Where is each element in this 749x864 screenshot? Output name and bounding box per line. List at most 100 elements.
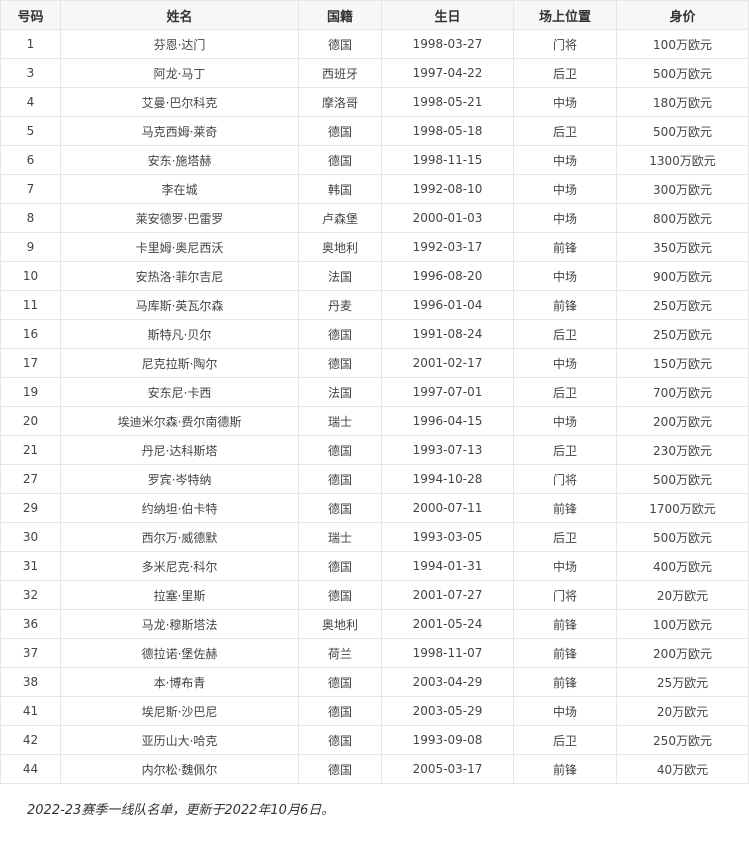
table-row: 17 尼克拉斯·陶尔 德国 2001-02-17 中场 150万欧元 — [0, 348, 749, 378]
cell-market-value: 200万欧元 — [616, 406, 749, 436]
cell-nationality: 瑞士 — [298, 522, 382, 552]
cell-name: 斯特凡·贝尔 — [60, 319, 299, 349]
cell-market-value: 400万欧元 — [616, 551, 749, 581]
cell-nationality: 德国 — [298, 667, 382, 697]
cell-number: 21 — [0, 435, 61, 465]
cell-number: 5 — [0, 116, 61, 146]
cell-nationality: 奥地利 — [298, 609, 382, 639]
cell-name: 李在城 — [60, 174, 299, 204]
cell-birthday: 1996-01-04 — [381, 290, 514, 320]
table-row: 11 马库斯·英瓦尔森 丹麦 1996-01-04 前锋 250万欧元 — [0, 290, 749, 320]
cell-birthday: 2001-02-17 — [381, 348, 514, 378]
cell-birthday: 2005-03-17 — [381, 754, 514, 784]
cell-position: 中场 — [513, 696, 617, 726]
table-row: 21 丹尼·达科斯塔 德国 1993-07-13 后卫 230万欧元 — [0, 435, 749, 465]
cell-nationality: 德国 — [298, 696, 382, 726]
cell-market-value: 800万欧元 — [616, 203, 749, 233]
cell-position: 门将 — [513, 29, 617, 59]
cell-position: 后卫 — [513, 377, 617, 407]
cell-position: 前锋 — [513, 754, 617, 784]
cell-number: 37 — [0, 638, 61, 668]
cell-nationality: 德国 — [298, 493, 382, 523]
table-row: 27 罗宾·岑特纳 德国 1994-10-28 门将 500万欧元 — [0, 464, 749, 494]
cell-number: 44 — [0, 754, 61, 784]
cell-name: 拉塞·里斯 — [60, 580, 299, 610]
cell-position: 后卫 — [513, 58, 617, 88]
cell-name: 西尔万·威德默 — [60, 522, 299, 552]
cell-position: 后卫 — [513, 522, 617, 552]
cell-nationality: 德国 — [298, 754, 382, 784]
cell-market-value: 180万欧元 — [616, 87, 749, 117]
cell-market-value: 20万欧元 — [616, 580, 749, 610]
cell-market-value: 25万欧元 — [616, 667, 749, 697]
cell-name: 马库斯·英瓦尔森 — [60, 290, 299, 320]
cell-birthday: 2000-07-11 — [381, 493, 514, 523]
cell-birthday: 1998-03-27 — [381, 29, 514, 59]
cell-name: 阿龙·马丁 — [60, 58, 299, 88]
cell-nationality: 丹麦 — [298, 290, 382, 320]
cell-market-value: 1700万欧元 — [616, 493, 749, 523]
table-row: 5 马克西姆·莱奇 德国 1998-05-18 后卫 500万欧元 — [0, 116, 749, 146]
table-row: 9 卡里姆·奥尼西沃 奥地利 1992-03-17 前锋 350万欧元 — [0, 232, 749, 262]
cell-birthday: 1994-01-31 — [381, 551, 514, 581]
cell-name: 丹尼·达科斯塔 — [60, 435, 299, 465]
header-market-value: 身价 — [616, 0, 749, 30]
cell-number: 19 — [0, 377, 61, 407]
cell-birthday: 1997-07-01 — [381, 377, 514, 407]
cell-market-value: 150万欧元 — [616, 348, 749, 378]
cell-birthday: 1998-05-21 — [381, 87, 514, 117]
cell-position: 中场 — [513, 406, 617, 436]
cell-number: 16 — [0, 319, 61, 349]
cell-nationality: 奥地利 — [298, 232, 382, 262]
table-row: 3 阿龙·马丁 西班牙 1997-04-22 后卫 500万欧元 — [0, 58, 749, 88]
cell-position: 前锋 — [513, 609, 617, 639]
cell-birthday: 1998-11-15 — [381, 145, 514, 175]
cell-position: 前锋 — [513, 290, 617, 320]
cell-number: 31 — [0, 551, 61, 581]
cell-number: 38 — [0, 667, 61, 697]
cell-name: 亚历山大·哈克 — [60, 725, 299, 755]
cell-position: 后卫 — [513, 319, 617, 349]
table-row: 30 西尔万·威德默 瑞士 1993-03-05 后卫 500万欧元 — [0, 522, 749, 552]
cell-market-value: 500万欧元 — [616, 522, 749, 552]
cell-position: 中场 — [513, 87, 617, 117]
cell-birthday: 2003-05-29 — [381, 696, 514, 726]
cell-nationality: 德国 — [298, 725, 382, 755]
cell-nationality: 法国 — [298, 377, 382, 407]
cell-birthday: 1994-10-28 — [381, 464, 514, 494]
table-row: 16 斯特凡·贝尔 德国 1991-08-24 后卫 250万欧元 — [0, 319, 749, 349]
cell-birthday: 1993-09-08 — [381, 725, 514, 755]
table-row: 41 埃尼斯·沙巴尼 德国 2003-05-29 中场 20万欧元 — [0, 696, 749, 726]
table-row: 6 安东·施塔赫 德国 1998-11-15 中场 1300万欧元 — [0, 145, 749, 175]
cell-number: 17 — [0, 348, 61, 378]
cell-position: 前锋 — [513, 493, 617, 523]
cell-nationality: 韩国 — [298, 174, 382, 204]
cell-birthday: 1992-08-10 — [381, 174, 514, 204]
table-header-row: 号码 姓名 国籍 生日 场上位置 身价 — [0, 0, 749, 30]
cell-number: 30 — [0, 522, 61, 552]
cell-market-value: 250万欧元 — [616, 725, 749, 755]
table-row: 42 亚历山大·哈克 德国 1993-09-08 后卫 250万欧元 — [0, 725, 749, 755]
cell-name: 卡里姆·奥尼西沃 — [60, 232, 299, 262]
table-row: 37 德拉诺·堡佐赫 荷兰 1998-11-07 前锋 200万欧元 — [0, 638, 749, 668]
table-row: 7 李在城 韩国 1992-08-10 中场 300万欧元 — [0, 174, 749, 204]
cell-market-value: 100万欧元 — [616, 29, 749, 59]
cell-birthday: 1993-07-13 — [381, 435, 514, 465]
cell-position: 中场 — [513, 551, 617, 581]
cell-nationality: 德国 — [298, 29, 382, 59]
cell-position: 后卫 — [513, 725, 617, 755]
table-row: 44 内尔松·魏佩尔 德国 2005-03-17 前锋 40万欧元 — [0, 754, 749, 784]
cell-nationality: 德国 — [298, 145, 382, 175]
cell-position: 前锋 — [513, 232, 617, 262]
table-row: 36 马龙·穆斯塔法 奥地利 2001-05-24 前锋 100万欧元 — [0, 609, 749, 639]
table-row: 32 拉塞·里斯 德国 2001-07-27 门将 20万欧元 — [0, 580, 749, 610]
cell-position: 后卫 — [513, 116, 617, 146]
cell-market-value: 700万欧元 — [616, 377, 749, 407]
cell-number: 7 — [0, 174, 61, 204]
header-number: 号码 — [0, 0, 61, 30]
cell-nationality: 瑞士 — [298, 406, 382, 436]
cell-nationality: 德国 — [298, 580, 382, 610]
cell-market-value: 100万欧元 — [616, 609, 749, 639]
cell-name: 芬恩·达门 — [60, 29, 299, 59]
cell-nationality: 摩洛哥 — [298, 87, 382, 117]
